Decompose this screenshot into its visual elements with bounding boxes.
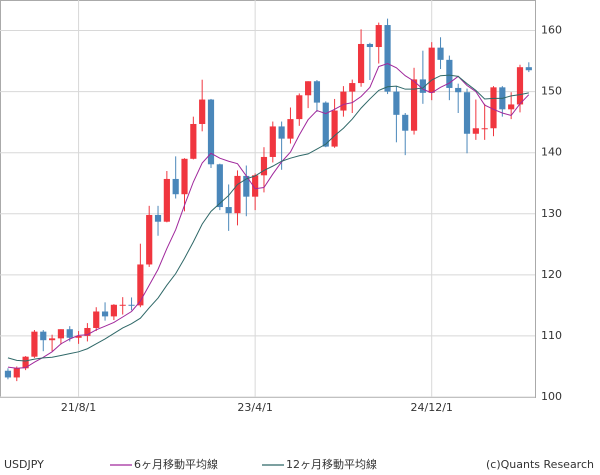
source-note: (c)Quants Research: [486, 458, 594, 471]
candle-body: [119, 304, 126, 306]
candle-body: [101, 311, 109, 317]
candle-body: [455, 87, 462, 93]
candle-body: [322, 102, 329, 147]
y-tick-label: 150: [541, 85, 562, 98]
y-tick-label: 160: [541, 24, 562, 37]
y-tick-label: 120: [541, 268, 562, 281]
candle-body: [22, 356, 29, 369]
ma-line: [7, 74, 529, 362]
candle-body: [260, 156, 268, 176]
candle-body: [296, 95, 303, 120]
candle-body: [516, 67, 524, 105]
candle-body: [340, 91, 347, 111]
candle-body: [446, 59, 453, 88]
candle-body: [490, 87, 497, 129]
candle-body: [287, 119, 294, 139]
legend-label: 6ヶ月移動平均線: [134, 457, 218, 471]
candle-body: [146, 214, 153, 265]
candle-body: [472, 128, 479, 134]
candle-body: [366, 43, 373, 48]
x-tick-label: 21/8/1: [61, 401, 96, 414]
plot-area: [0, 0, 536, 398]
candle-body: [305, 81, 312, 96]
candle-body: [31, 331, 38, 357]
candle-body: [331, 110, 338, 147]
candle-body: [234, 175, 241, 214]
candle-body: [252, 175, 259, 197]
candle-body: [216, 164, 223, 208]
candle-body: [163, 178, 170, 222]
candle-body: [66, 329, 73, 338]
chart-title: USDJPY: [4, 458, 44, 471]
candle-body: [243, 175, 250, 197]
candle-body: [172, 178, 179, 195]
candle-body: [84, 327, 91, 336]
candle-body: [57, 329, 65, 339]
candle-body: [508, 104, 515, 110]
candle-body: [463, 92, 471, 134]
y-tick-label: 100: [541, 390, 562, 403]
candle-body: [437, 47, 444, 60]
candle-body: [110, 304, 117, 317]
candle-body: [357, 43, 365, 84]
candle-body: [313, 81, 321, 103]
candle-body: [375, 25, 382, 48]
candle-body: [428, 47, 435, 93]
candle-body: [525, 67, 532, 71]
candle-body: [93, 311, 100, 328]
y-tick-label: 130: [541, 207, 562, 220]
candle-body: [410, 79, 418, 131]
y-tick-label: 110: [541, 329, 562, 342]
candle-body: [137, 264, 144, 306]
ma-line: [7, 62, 530, 369]
candle-body: [40, 331, 47, 341]
candle-body: [225, 207, 232, 214]
candle-body: [384, 25, 391, 92]
candle-body: [278, 126, 285, 139]
candle-body: [154, 214, 162, 222]
candle-body: [199, 99, 206, 124]
candle-body: [419, 79, 426, 93]
candle-body: [269, 126, 276, 157]
candle-body: [190, 123, 197, 159]
candle-body: [13, 368, 20, 378]
candle-body: [181, 158, 188, 195]
candle-body: [207, 99, 215, 165]
candle-body: [75, 335, 82, 338]
x-tick-label: 24/12/1: [411, 401, 453, 414]
candle-body: [393, 91, 400, 115]
candle-body: [402, 114, 409, 131]
legend-label: 12ヶ月移動平均線: [286, 457, 377, 471]
candle-body: [349, 83, 356, 92]
candle-body: [481, 128, 488, 130]
candle-body: [4, 370, 12, 378]
candle-body: [128, 304, 135, 306]
candle-body: [48, 338, 56, 341]
y-tick-label: 140: [541, 146, 562, 159]
x-tick-label: 23/4/1: [237, 401, 272, 414]
